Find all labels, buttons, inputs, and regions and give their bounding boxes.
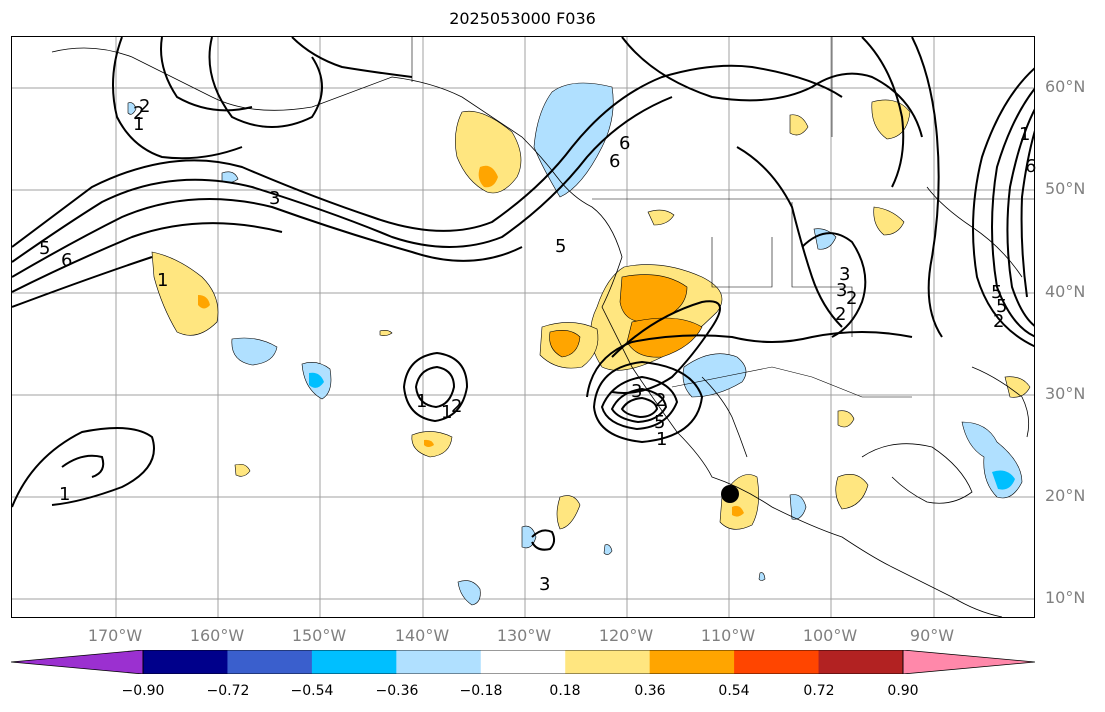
colorbar-segment bbox=[143, 650, 228, 674]
colorbar-segment bbox=[734, 650, 820, 674]
map-canvas bbox=[12, 37, 1034, 617]
lon-label-160w: 160°W bbox=[189, 626, 245, 645]
contour-label: 6 bbox=[619, 133, 631, 154]
colorbar-tick: −0.54 bbox=[290, 683, 334, 699]
lon-label-150w: 150°W bbox=[291, 626, 347, 645]
colorbar-tick: 0.90 bbox=[887, 683, 919, 699]
contour-label: 2 bbox=[139, 96, 151, 117]
lat-label-30n: 30°N bbox=[1045, 384, 1086, 403]
lat-label-10n: 10°N bbox=[1045, 588, 1086, 607]
contour-label: 1 bbox=[59, 484, 71, 505]
contour-label: 2 bbox=[655, 390, 667, 411]
colorbar-segment bbox=[311, 650, 397, 674]
contour-label: 6 bbox=[609, 151, 621, 172]
colorbar-tick: −0.36 bbox=[375, 683, 419, 699]
colorbar-tick: 0.36 bbox=[634, 683, 666, 699]
colorbar-segment bbox=[818, 650, 904, 674]
lon-label-170w: 170°W bbox=[87, 626, 143, 645]
lat-label-20n: 20°N bbox=[1045, 486, 1086, 505]
contour-label: 6 bbox=[1025, 156, 1037, 177]
map-title: 2025053000 F036 bbox=[449, 9, 596, 28]
lon-label-130w: 130°W bbox=[496, 626, 552, 645]
shaded-fields bbox=[127, 82, 1031, 606]
contour-label: 3 bbox=[839, 264, 851, 285]
colorbar-tick: 0.72 bbox=[803, 683, 835, 699]
colorbar bbox=[11, 650, 1035, 674]
colorbar-tick: 0.18 bbox=[549, 683, 581, 699]
colorbar-segment bbox=[396, 650, 482, 674]
contours bbox=[12, 37, 1034, 551]
colorbar-segment bbox=[649, 650, 735, 674]
contour-label: 3 bbox=[269, 188, 281, 209]
contour-label: 1 bbox=[133, 114, 145, 135]
lon-label-120w: 120°W bbox=[598, 626, 654, 645]
lon-label-90w: 90°W bbox=[909, 626, 955, 645]
lon-label-100w: 100°W bbox=[802, 626, 858, 645]
contour-label: 5 bbox=[654, 412, 666, 433]
contour-label: 2 bbox=[846, 288, 858, 309]
contour-label: 2 bbox=[133, 103, 145, 124]
colorbar-segment bbox=[565, 650, 651, 674]
lon-label-110w: 110°W bbox=[700, 626, 756, 645]
lat-label-40n: 40°N bbox=[1045, 282, 1086, 301]
contour-label: 1 bbox=[157, 270, 169, 291]
storm-center-marker bbox=[721, 485, 739, 503]
contour-label: 3 bbox=[539, 574, 551, 595]
contour-label: 2 bbox=[451, 396, 463, 417]
contour-label: 3 bbox=[631, 381, 643, 402]
map-panel bbox=[11, 36, 1035, 618]
contour-label: 3 bbox=[836, 280, 848, 301]
lat-label-60n: 60°N bbox=[1045, 77, 1086, 96]
contour-label: 5 bbox=[555, 236, 567, 257]
colorbar-segment bbox=[480, 650, 566, 674]
contour-label: 5 bbox=[991, 282, 1003, 303]
lat-label-50n: 50°N bbox=[1045, 179, 1086, 198]
contour-label: 2 bbox=[993, 311, 1005, 332]
contour-label: 5 bbox=[39, 238, 51, 259]
colorbar-tick: −0.90 bbox=[121, 683, 165, 699]
colorbar-tick: −0.18 bbox=[459, 683, 503, 699]
contour-label: 1 bbox=[441, 402, 453, 423]
colorbar-tick: 0.54 bbox=[718, 683, 750, 699]
contour-label: 1 bbox=[1019, 124, 1031, 145]
colorbar-tick: −0.72 bbox=[206, 683, 250, 699]
contour-label: 5 bbox=[996, 296, 1008, 317]
contour-label: 1 bbox=[656, 429, 668, 450]
borders bbox=[411, 37, 1034, 398]
contour-label: 2 bbox=[835, 304, 847, 325]
colorbar-segment bbox=[227, 650, 313, 674]
contour-label: 6 bbox=[61, 250, 73, 271]
lon-label-140w: 140°W bbox=[394, 626, 450, 645]
contour-label: 1 bbox=[416, 391, 428, 412]
